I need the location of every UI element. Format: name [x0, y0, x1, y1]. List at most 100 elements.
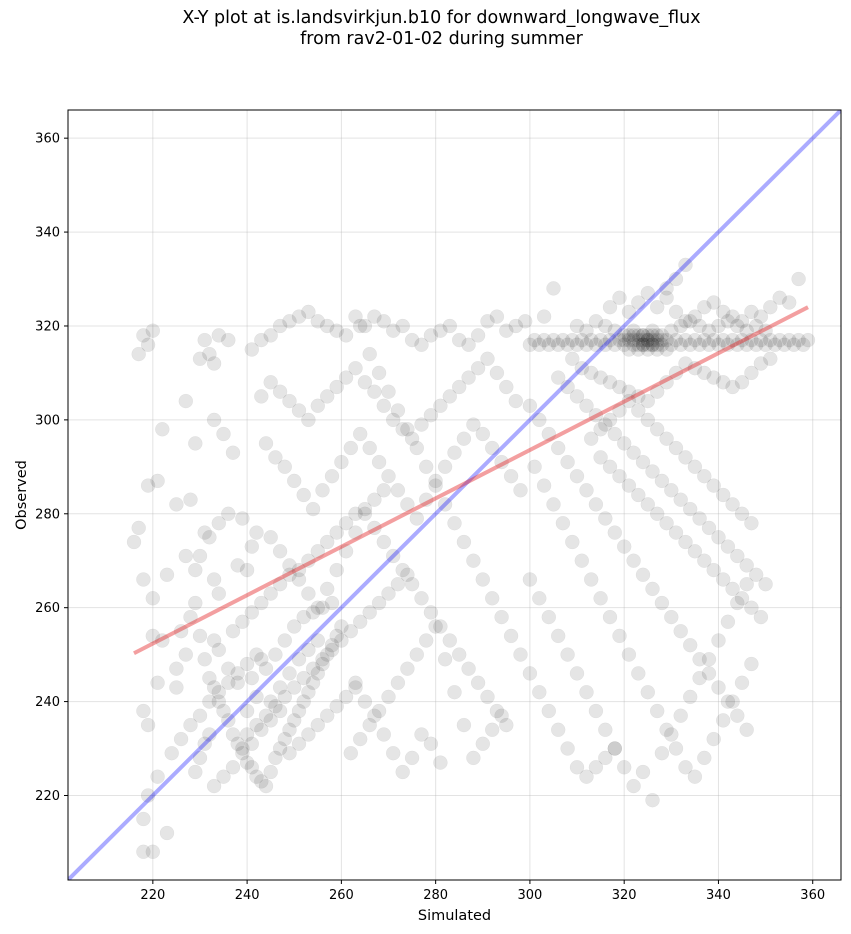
data-point — [720, 694, 736, 709]
data-point — [635, 337, 651, 353]
data-point — [621, 478, 637, 493]
data-point — [433, 398, 448, 414]
data-point — [687, 544, 703, 559]
data-point — [451, 379, 467, 395]
data-point — [381, 586, 396, 601]
data-point — [532, 684, 547, 700]
data-point — [183, 492, 198, 507]
data-point — [640, 328, 656, 343]
data-point — [348, 680, 363, 695]
data-point — [258, 778, 274, 794]
data-point — [357, 375, 373, 390]
data-point — [767, 337, 783, 353]
data-point — [800, 332, 816, 348]
data-point — [569, 389, 585, 404]
data-point — [202, 727, 217, 742]
data-point — [508, 318, 524, 334]
data-point — [395, 422, 410, 437]
data-point — [254, 595, 269, 611]
data-point — [664, 483, 679, 498]
data-point — [315, 656, 330, 672]
data-point — [395, 764, 410, 780]
data-point — [579, 483, 594, 498]
data-point — [588, 337, 604, 353]
data-point — [272, 318, 288, 334]
data-point — [758, 337, 773, 353]
data-point — [711, 633, 726, 648]
data-point — [725, 497, 740, 512]
data-point — [301, 586, 316, 601]
data-point — [437, 652, 453, 667]
data-point — [442, 389, 458, 404]
data-point — [400, 422, 415, 437]
data-point — [626, 778, 641, 794]
data-point — [183, 717, 198, 733]
data-point — [192, 708, 208, 723]
data-point — [428, 478, 443, 493]
data-point — [612, 468, 627, 484]
data-point — [583, 332, 599, 348]
data-point — [301, 304, 316, 320]
data-point — [329, 699, 344, 714]
data-point — [385, 548, 401, 564]
data-point — [169, 497, 184, 512]
data-point — [640, 393, 656, 409]
data-point — [612, 332, 627, 348]
data-point — [649, 299, 665, 315]
data-point — [367, 520, 382, 536]
data-point — [169, 680, 184, 695]
data-point — [734, 506, 750, 522]
data-point — [315, 483, 330, 498]
data-point — [668, 271, 684, 287]
data-point — [546, 497, 561, 512]
data-point — [126, 534, 142, 550]
data-point — [621, 328, 637, 343]
data-point — [188, 595, 203, 611]
data-point — [258, 661, 274, 676]
data-point — [291, 736, 307, 752]
data-point — [371, 595, 387, 611]
data-point — [640, 332, 656, 348]
data-point — [466, 553, 481, 568]
data-point — [640, 337, 656, 353]
data-point — [291, 403, 307, 418]
data-point — [560, 647, 575, 662]
data-point — [310, 717, 326, 733]
scatter-points — [126, 257, 816, 860]
data-point — [348, 309, 363, 324]
data-point — [433, 755, 448, 770]
data-point — [268, 699, 283, 714]
chart-title: X-Y plot at is.landsvirkjun.b10 for down… — [0, 8, 851, 50]
data-point — [197, 652, 212, 667]
data-point — [626, 323, 641, 338]
data-point — [470, 360, 486, 376]
data-point — [645, 792, 660, 808]
data-point — [701, 652, 717, 667]
data-point — [781, 295, 797, 310]
data-point — [319, 389, 335, 404]
data-point — [631, 342, 646, 357]
data-point — [635, 764, 651, 780]
data-point — [282, 558, 297, 573]
data-point — [555, 332, 571, 348]
data-point — [301, 684, 316, 700]
data-point — [385, 745, 401, 761]
data-point — [678, 356, 693, 371]
data-point — [744, 332, 759, 348]
data-point — [503, 468, 519, 484]
data-point — [173, 623, 189, 639]
data-point — [319, 708, 335, 723]
data-point — [654, 328, 670, 343]
data-point — [480, 689, 495, 705]
data-point — [598, 318, 613, 334]
data-point — [343, 440, 359, 456]
data-point — [706, 370, 721, 385]
data-point — [286, 619, 302, 634]
data-point — [697, 332, 712, 348]
data-point — [188, 562, 203, 578]
axis-ticks: 220 240 260 280 300 320 340 360 220 240 260 280 300 3… — [35, 132, 825, 903]
data-point — [140, 337, 156, 353]
data-point — [649, 422, 665, 437]
data-point — [329, 525, 344, 540]
